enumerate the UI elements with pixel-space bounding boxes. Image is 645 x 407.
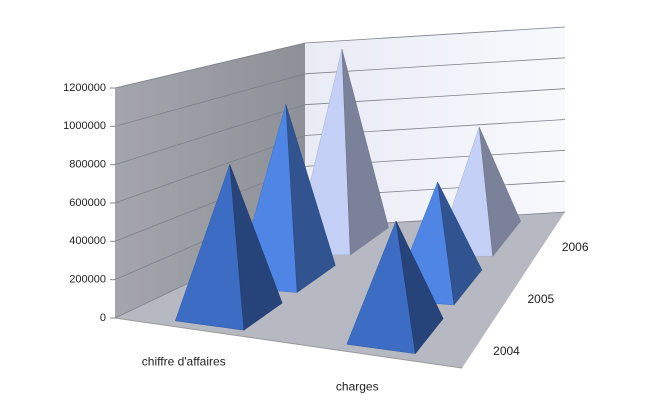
- x-tick-label: chiffre d'affaires: [142, 355, 226, 369]
- pyramid-side: [341, 49, 389, 256]
- y-tick-label: 1200000: [63, 82, 106, 94]
- pyramid: [174, 164, 283, 331]
- x-tick-label: charges: [336, 380, 379, 394]
- pyramid-side: [478, 126, 521, 257]
- depth-label: 2004: [493, 344, 520, 358]
- floor-edge: [114, 317, 463, 369]
- pyramid-side: [437, 181, 483, 306]
- grid-line: [114, 26, 566, 89]
- y-tick-label: 200000: [69, 274, 106, 286]
- pyramid-side: [229, 164, 283, 331]
- depth-label: 2005: [528, 292, 555, 306]
- pyramid: [346, 220, 444, 355]
- y-tick-label: 400000: [69, 235, 106, 247]
- y-tick-label: 1000000: [63, 120, 106, 132]
- y-tick-label: 0: [100, 312, 106, 324]
- grid-line: [114, 119, 566, 204]
- pyramid-side: [395, 220, 444, 355]
- grid-line: [114, 88, 566, 166]
- grid-line: [114, 57, 566, 127]
- y-tick-label: 800000: [69, 159, 106, 171]
- y-tick-label: 600000: [69, 197, 106, 209]
- depth-label: 2006: [562, 240, 589, 254]
- pyramid-side: [285, 104, 336, 293]
